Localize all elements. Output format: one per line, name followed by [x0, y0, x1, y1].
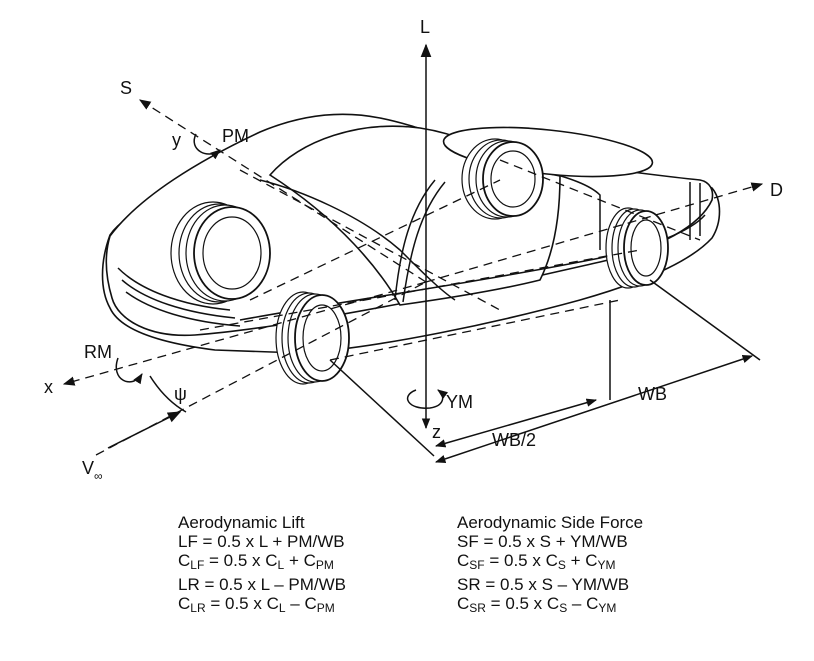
pitch-label: PM — [222, 126, 249, 146]
half-wheelbase-label: WB/2 — [492, 430, 536, 450]
lift-equations-lines: LF = 0.5 x L + PM/WB CLF = 0.5 x CL + CPM… — [178, 532, 346, 618]
equation-line: LR = 0.5 x L – PM/WB — [178, 575, 347, 594]
lift-label: L — [420, 17, 430, 37]
drag-label: D — [770, 180, 783, 200]
side-label: S — [120, 78, 132, 98]
wheel-rear-right — [605, 207, 669, 289]
roll-moment-arrow — [115, 357, 143, 385]
wheel-front-left — [170, 201, 271, 305]
drag-axis — [425, 182, 764, 283]
x-axis-label: x — [44, 377, 53, 397]
equation-line: CLR = 0.5 x CL – CPM — [178, 594, 335, 615]
lift-equations: Aerodynamic Lift LF = 0.5 x L + PM/WB CLF… — [178, 513, 346, 618]
z-axis-label: z — [432, 422, 441, 442]
side-equations-title: Aerodynamic Side Force — [457, 513, 644, 532]
equation-line: SF = 0.5 x S + YM/WB — [457, 532, 628, 551]
pitch-moment-arrow — [193, 133, 221, 160]
roll-label: RM — [84, 342, 112, 362]
wheelbase-dim — [435, 355, 753, 463]
yaw-moment-arrow — [406, 389, 449, 409]
equation-line: CSF = 0.5 x CS + CYM — [457, 551, 616, 572]
wheelbase-label: WB — [638, 384, 667, 404]
equation-line: LF = 0.5 x L + PM/WB — [178, 532, 345, 551]
yaw-label: YM — [446, 392, 473, 412]
yaw-angle-label: ψ — [174, 384, 187, 404]
side-axis — [139, 99, 427, 283]
lift-equations-title: Aerodynamic Lift — [178, 513, 305, 532]
wheel-front-right — [275, 291, 350, 385]
wheel-rear-left — [461, 138, 544, 220]
side-equations: Aerodynamic Side Force SF = 0.5 x S + YM… — [457, 513, 643, 618]
y-axis-label: y — [172, 130, 181, 150]
side-equations-lines: SF = 0.5 x S + YM/WB CSF = 0.5 x CS + CYM… — [457, 532, 643, 618]
yaw-angle-arc — [149, 375, 187, 413]
equation-line: CLF = 0.5 x CL + CPM — [178, 551, 334, 572]
equation-line: CSR = 0.5 x CS – CYM — [457, 594, 617, 615]
equation-line: SR = 0.5 x S – YM/WB — [457, 575, 630, 594]
freestream-label: V∞ — [82, 458, 103, 483]
x-axis — [62, 281, 427, 386]
